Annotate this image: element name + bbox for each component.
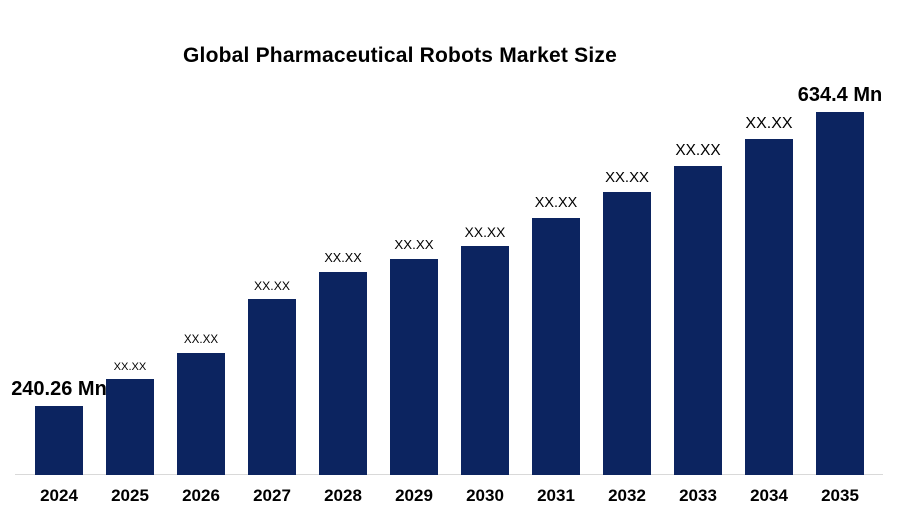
bar-value-label: XX.XX [254, 278, 290, 293]
bar-column: XX.XX [501, 195, 611, 475]
bar-value-label: 240.26 Mn [11, 378, 107, 400]
bar [603, 192, 651, 475]
bar-value-label: XX.XX [113, 360, 147, 373]
bar [319, 272, 367, 475]
x-axis-label: 2028 [324, 486, 362, 505]
bar-column: XX.XX [146, 333, 256, 475]
bar-column: XX.XX [714, 115, 824, 475]
bar-value-label: XX.XX [464, 224, 506, 240]
bar-column: XX.XX [643, 142, 753, 475]
x-axis-label: 2030 [466, 486, 504, 505]
bar [674, 166, 722, 475]
bar [745, 139, 793, 475]
x-axis-label: 2035 [821, 486, 859, 505]
x-axis-line [15, 474, 883, 475]
bar-value-label: XX.XX [324, 251, 362, 266]
bar-value-label: XX.XX [745, 115, 793, 133]
x-axis-label: 2032 [608, 486, 646, 505]
x-axis-label: 2029 [395, 486, 433, 505]
bar-column: XX.XX [430, 225, 540, 475]
bar-value-label: XX.XX [675, 142, 721, 160]
bar-value-label: XX.XX [394, 237, 434, 253]
x-axis-label: 2033 [679, 486, 717, 505]
bar-value-label: XX.XX [534, 195, 578, 212]
bar-value-label: XX.XX [605, 169, 649, 186]
bar [106, 379, 154, 475]
bar-column: XX.XX [359, 238, 469, 475]
bar [390, 259, 438, 475]
bar [35, 406, 83, 475]
bar [461, 246, 509, 475]
bar-column: XX.XX [217, 278, 327, 475]
x-axis-label: 2027 [253, 486, 291, 505]
bar-column: XX.XX [572, 170, 682, 475]
x-axis-label: 2024 [40, 486, 78, 505]
bar-column: 634.4 Mn [785, 84, 895, 475]
bar-value-label: XX.XX [183, 333, 219, 347]
x-axis-label: 2025 [111, 486, 149, 505]
bar [532, 218, 580, 475]
x-axis-label: 2026 [182, 486, 220, 505]
bar-value-label: 634.4 Mn [797, 84, 883, 106]
bar [248, 299, 296, 475]
x-axis-label: 2031 [537, 486, 575, 505]
bar [177, 353, 225, 475]
bar-column: XX.XX [288, 251, 398, 475]
chart-title: Global Pharmaceutical Robots Market Size [183, 44, 617, 67]
bar-column: XX.XX [75, 361, 185, 475]
bar-column: 240.26 Mn [4, 378, 114, 475]
bar [816, 112, 864, 475]
x-axis-label: 2034 [750, 486, 788, 505]
